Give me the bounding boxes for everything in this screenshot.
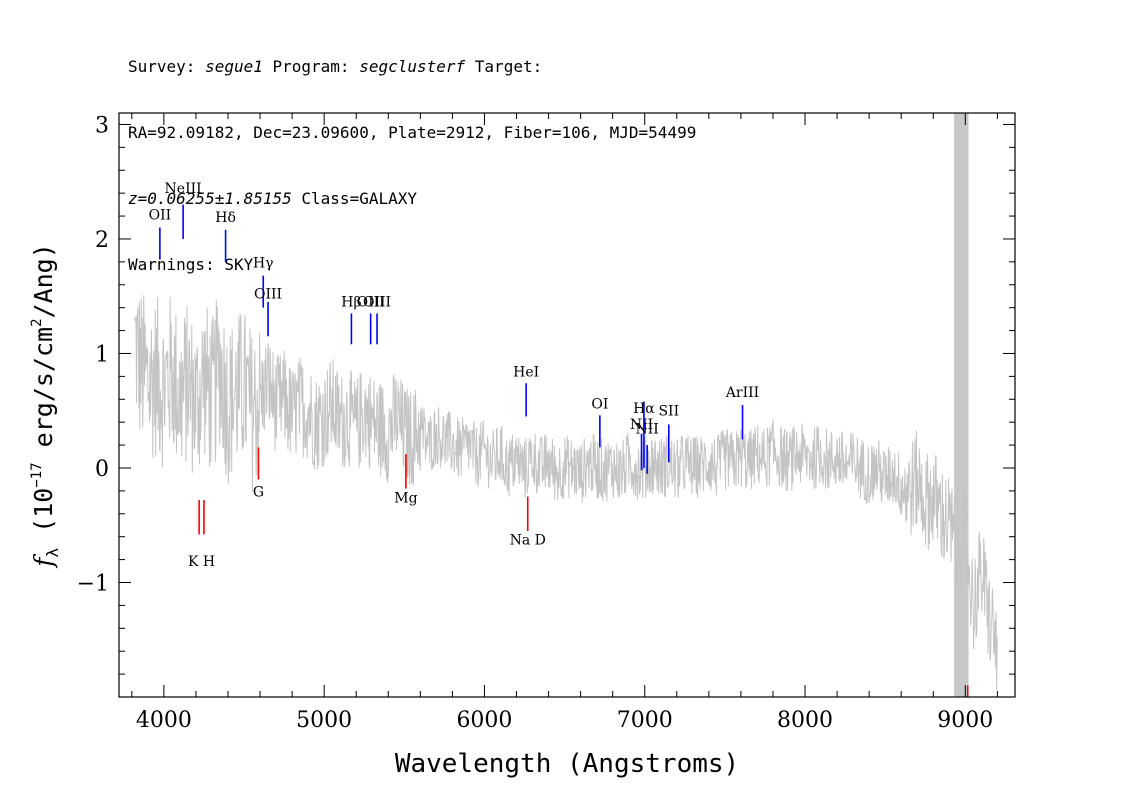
x-tick-label: 4000 bbox=[136, 708, 192, 733]
emission-line-label: Hβ bbox=[341, 295, 361, 311]
emission-line-label: Hδ bbox=[215, 210, 236, 226]
emission-line-label: OIII bbox=[254, 287, 282, 303]
masked-region-band bbox=[954, 113, 969, 697]
emission-line-label: NeIII bbox=[165, 181, 202, 197]
spectral-lines-layer: OIINeIIIHδHγOIIIHβOIIIOIIIHeIOINIIHαNIIS… bbox=[149, 181, 969, 697]
y-label-t3: /Ang) bbox=[29, 243, 58, 318]
target-label: Target: bbox=[465, 57, 543, 76]
y-tick-label: −1 bbox=[77, 571, 109, 596]
raw-flux-layer bbox=[134, 295, 998, 691]
program-label: Program: bbox=[262, 57, 360, 76]
y-label-lambda: λ bbox=[43, 548, 62, 558]
class-value: Class=GALAXY bbox=[291, 189, 417, 208]
absorption-line-label: Na D bbox=[510, 533, 546, 549]
spectrum-header: Survey: segue1 Program: segclusterf Targ… bbox=[128, 12, 696, 298]
y-tick-label: 2 bbox=[95, 228, 109, 253]
kh-line-label: K H bbox=[188, 554, 215, 570]
survey-label: Survey: bbox=[128, 57, 206, 76]
emission-line-label: HeI bbox=[513, 364, 539, 380]
plot-frame bbox=[118, 112, 1016, 698]
y-label-e1: −17 bbox=[29, 462, 45, 487]
y-tick-label: 1 bbox=[95, 342, 109, 367]
emission-line-label: OIII bbox=[363, 295, 391, 311]
absorption-line-label: G bbox=[253, 485, 264, 501]
y-label-e2: 2 bbox=[29, 318, 45, 326]
x-tick-label: 9000 bbox=[937, 708, 993, 733]
survey-value: segue1 bbox=[205, 57, 263, 76]
emission-line-label: NII bbox=[630, 417, 653, 433]
absorption-line-label: Mg bbox=[394, 490, 417, 506]
redshift-value: z=0.06255±1.85155 bbox=[128, 189, 292, 208]
emission-line-label: Hγ bbox=[253, 256, 274, 272]
raw-flux-line bbox=[134, 295, 998, 691]
emission-line-label: OI bbox=[591, 396, 608, 412]
emission-line-label: ArIII bbox=[725, 385, 759, 401]
warnings-line: Warnings: SKY bbox=[128, 255, 254, 274]
emission-line-label: Hα bbox=[633, 401, 655, 417]
y-label-t1: (10 bbox=[29, 488, 58, 548]
emission-line-label: OIII bbox=[357, 295, 385, 311]
axes-layer: 4000 5000 6000 7000 8000 9000 −1 0 1 2 3 bbox=[77, 112, 1016, 733]
y-tick-label: 3 bbox=[95, 113, 109, 138]
y-axis-label: fλ (10−17 erg/s/cm2/Ang) bbox=[29, 243, 62, 569]
y-label-f: f bbox=[29, 554, 58, 569]
x-tick-label: 5000 bbox=[296, 708, 352, 733]
emission-line-label: NII bbox=[635, 422, 658, 438]
coords-line: RA=92.09182, Dec=23.09600, Plate=2912, F… bbox=[128, 123, 697, 142]
emission-line-label: SII bbox=[658, 403, 679, 419]
axis-labels-layer: Wavelength (Angstroms) fλ (10−17 erg/s/c… bbox=[29, 243, 739, 779]
masked-region-layer bbox=[954, 113, 969, 697]
x-tick-label: 6000 bbox=[456, 708, 512, 733]
emission-line-label: OII bbox=[149, 207, 172, 223]
x-axis-label: Wavelength (Angstroms) bbox=[395, 749, 739, 779]
y-tick-label: 0 bbox=[95, 457, 109, 482]
y-label-t2: erg/s/cm bbox=[29, 327, 58, 462]
survey-line: Survey: segue1 Program: segclusterf Targ… bbox=[128, 56, 696, 78]
x-tick-label: 7000 bbox=[617, 708, 673, 733]
x-tick-label: 8000 bbox=[777, 708, 833, 733]
redshift-line: z=0.06255±1.85155 Class=GALAXY bbox=[128, 188, 696, 210]
program-value: segclusterf bbox=[359, 57, 466, 76]
